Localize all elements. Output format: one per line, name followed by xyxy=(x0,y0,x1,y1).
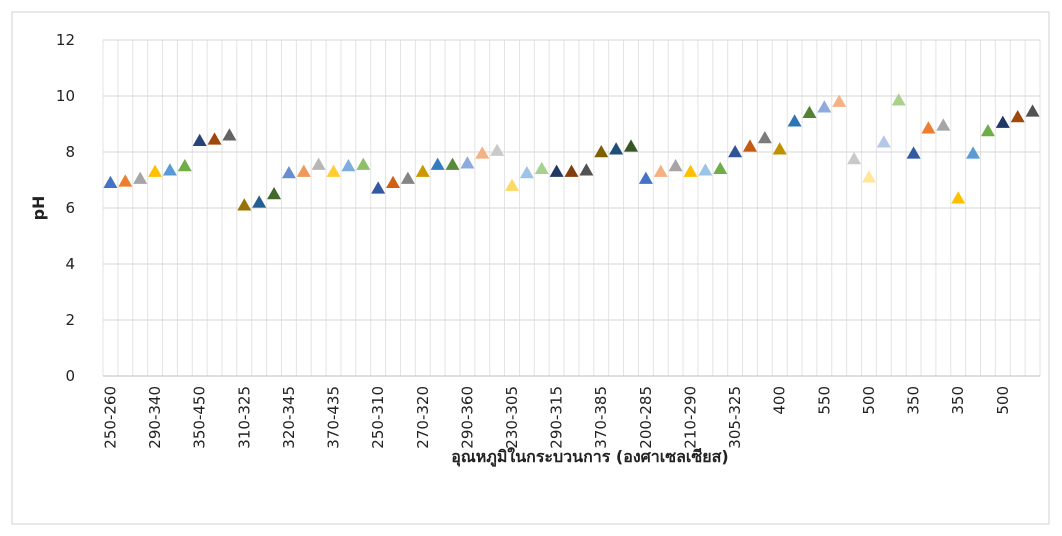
y-tick-label: 12 xyxy=(56,31,75,49)
y-axis-title: pH xyxy=(29,196,48,221)
triangle-marker xyxy=(519,166,534,179)
triangle-marker xyxy=(757,131,772,144)
triangle-marker xyxy=(549,164,564,177)
x-tick-label: 370-385 xyxy=(592,386,610,449)
triangle-marker xyxy=(445,157,460,170)
triangle-marker xyxy=(832,94,847,107)
triangle-marker xyxy=(668,159,683,172)
triangle-marker xyxy=(921,121,936,134)
triangle-marker xyxy=(371,181,386,194)
x-tick-label: 290-360 xyxy=(458,386,476,449)
triangle-marker xyxy=(133,171,148,184)
triangle-marker xyxy=(192,133,207,147)
triangle-marker xyxy=(400,171,415,184)
triangle-marker xyxy=(847,152,862,165)
y-tick-label: 10 xyxy=(56,87,75,105)
x-tick-label: 550 xyxy=(815,386,833,415)
triangle-marker xyxy=(252,195,267,208)
triangle-marker xyxy=(356,157,371,170)
x-tick-label: 500 xyxy=(860,386,878,415)
x-tick-label: 350 xyxy=(949,386,967,415)
triangle-marker xyxy=(296,164,311,177)
triangle-marker xyxy=(742,139,757,152)
triangle-marker xyxy=(713,161,728,175)
x-tick-label: 270-320 xyxy=(414,386,432,449)
triangle-marker xyxy=(638,171,653,184)
triangle-marker xyxy=(222,128,237,141)
triangle-marker xyxy=(623,139,638,152)
triangle-marker xyxy=(534,161,549,175)
triangle-marker xyxy=(505,178,520,191)
triangle-marker xyxy=(475,146,490,159)
triangle-marker xyxy=(698,163,713,176)
x-tick-label: 370-435 xyxy=(325,386,343,449)
triangle-marker xyxy=(177,159,192,172)
triangle-marker xyxy=(162,163,177,176)
x-tick-label: 500 xyxy=(994,386,1012,415)
triangle-marker xyxy=(430,157,445,170)
triangle-marker xyxy=(891,93,906,106)
triangle-marker xyxy=(653,164,668,177)
triangle-marker xyxy=(415,164,430,177)
triangle-marker xyxy=(103,175,118,189)
triangle-marker xyxy=(861,170,876,183)
x-tick-label: 305-325 xyxy=(726,386,744,449)
triangle-marker xyxy=(267,187,282,200)
y-tick-label: 8 xyxy=(65,143,75,161)
y-tick-label: 6 xyxy=(65,199,75,217)
triangle-marker xyxy=(966,146,981,159)
x-tick-label: 290-340 xyxy=(146,386,164,449)
triangle-marker xyxy=(281,166,296,179)
triangle-marker xyxy=(490,143,505,156)
x-tick-label: 350 xyxy=(905,386,923,415)
triangle-marker xyxy=(311,157,326,170)
triangle-marker xyxy=(951,191,966,204)
triangle-marker xyxy=(772,142,787,155)
triangle-marker xyxy=(460,156,475,169)
triangle-marker xyxy=(609,142,624,155)
y-tick-label: 0 xyxy=(65,367,75,385)
triangle-marker xyxy=(1010,110,1025,123)
triangle-marker xyxy=(594,145,609,158)
triangle-marker xyxy=(564,164,579,177)
x-axis-title: อุณหภูมิในกระบวนการ (องศาเซลเซียส) xyxy=(451,447,728,468)
triangle-marker xyxy=(148,164,163,177)
triangle-marker xyxy=(1025,104,1040,117)
x-tick-label: 250-260 xyxy=(101,386,119,449)
triangle-marker xyxy=(980,124,995,137)
x-tick-label: 230-305 xyxy=(503,386,521,449)
triangle-marker xyxy=(326,164,341,177)
triangle-marker xyxy=(787,114,802,127)
triangle-marker xyxy=(579,163,594,176)
x-tick-label: 210-290 xyxy=(681,386,699,449)
x-tick-label: 320-345 xyxy=(280,386,298,449)
triangle-marker xyxy=(341,159,356,172)
triangle-marker xyxy=(802,105,817,119)
triangle-marker xyxy=(683,164,698,177)
triangle-marker xyxy=(995,115,1010,128)
x-tick-label: 250-310 xyxy=(369,386,387,449)
x-tick-label: 400 xyxy=(771,386,789,415)
triangle-marker xyxy=(386,175,401,189)
y-tick-label: 4 xyxy=(65,255,75,273)
triangle-marker xyxy=(876,135,891,148)
x-tick-label: 350-450 xyxy=(191,386,209,449)
triangle-marker xyxy=(728,145,743,158)
x-tick-label: 290-315 xyxy=(548,386,566,449)
triangle-marker xyxy=(906,146,921,159)
triangle-marker xyxy=(207,132,222,145)
triangle-marker xyxy=(237,198,252,211)
y-tick-label: 2 xyxy=(65,311,75,329)
x-tick-label: 310-325 xyxy=(235,386,253,449)
triangle-marker xyxy=(936,118,951,131)
triangle-marker xyxy=(118,174,133,187)
triangle-marker xyxy=(817,100,832,113)
x-tick-label: 200-285 xyxy=(637,386,655,449)
